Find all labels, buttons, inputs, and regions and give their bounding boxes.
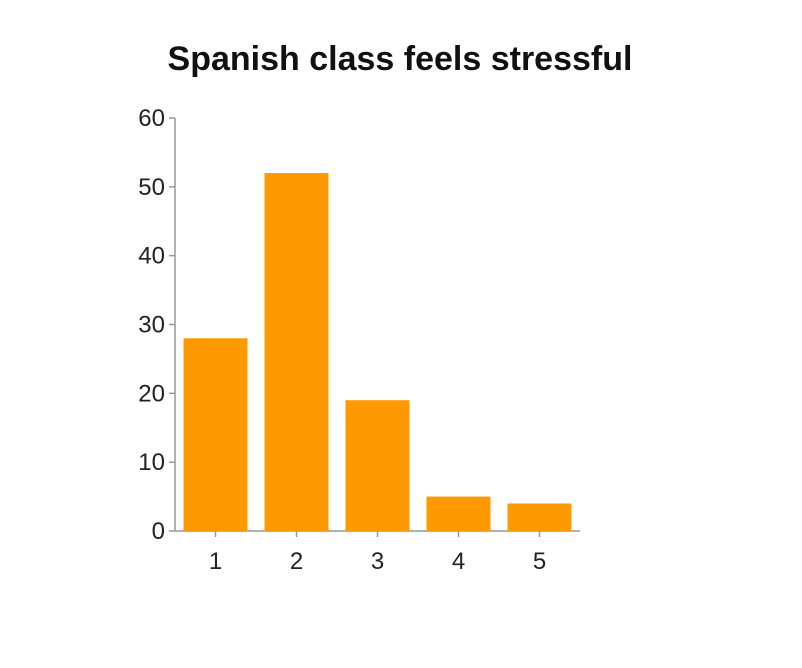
- y-tick-label: 30: [138, 312, 165, 339]
- bar-3: [345, 400, 410, 531]
- bar-1: [183, 338, 248, 531]
- x-tick-label: 4: [452, 548, 465, 575]
- y-tick-label: 0: [152, 518, 165, 545]
- x-tick-label: 1: [209, 548, 222, 575]
- x-tick-label: 5: [533, 548, 546, 575]
- bar-4: [426, 496, 491, 531]
- x-tick-label: 3: [371, 548, 384, 575]
- bar-5: [507, 503, 572, 531]
- y-tick-label: 10: [138, 449, 165, 476]
- y-tick-label: 50: [138, 174, 165, 201]
- x-tick-label: 2: [290, 548, 303, 575]
- y-tick-label: 60: [138, 105, 165, 132]
- bar-2: [264, 173, 329, 531]
- y-axis: 0 10 20 30 40 50 60: [138, 105, 176, 545]
- y-tick-label: 20: [138, 380, 165, 407]
- x-axis: 1 2 3 4 5: [175, 530, 580, 575]
- y-tick-label: 40: [138, 243, 165, 270]
- bars-group: [183, 173, 572, 531]
- chart-title: Spanish class feels stressful: [168, 40, 633, 78]
